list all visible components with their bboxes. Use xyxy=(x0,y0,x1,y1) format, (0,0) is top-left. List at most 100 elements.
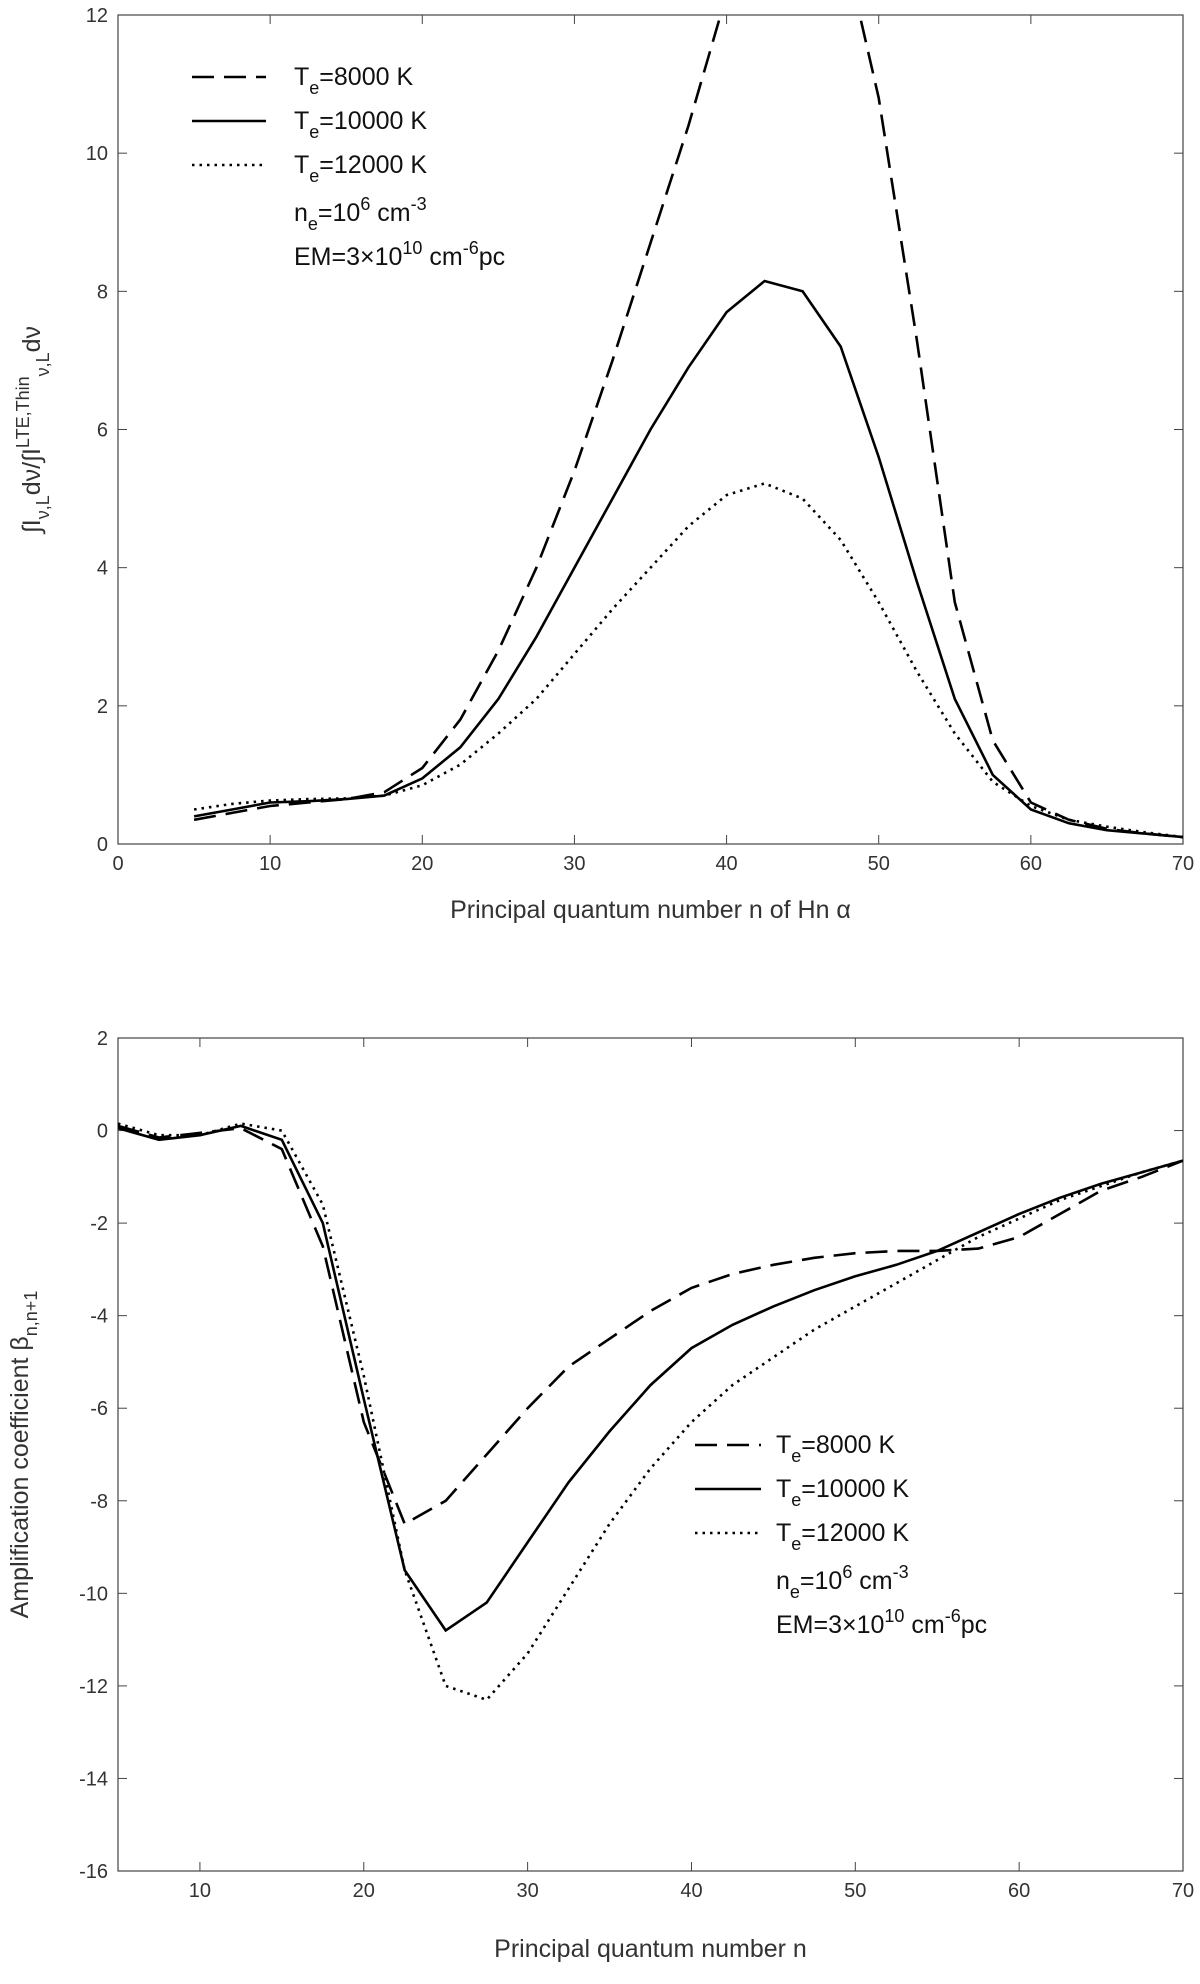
annotation-part: 10 xyxy=(884,1606,904,1626)
x-axis-label: Principal quantum number n of Hn α xyxy=(450,896,851,924)
x-tick-label: 10 xyxy=(259,853,281,875)
x-tick-label: 70 xyxy=(1172,853,1194,875)
y-tick-label: 8 xyxy=(97,281,108,303)
y-axis-label-part: dν xyxy=(18,326,46,352)
y-tick-label: -2 xyxy=(90,1213,108,1235)
x-tick-label: 0 xyxy=(112,853,123,875)
annotation-part: n xyxy=(776,1567,790,1595)
series-line xyxy=(193,482,1183,839)
y-tick-label: 10 xyxy=(86,143,108,165)
annotation-part: -3 xyxy=(893,1562,909,1582)
legend-label: Te=10000 K xyxy=(776,1475,909,1510)
legend-label-part: =8000 K xyxy=(319,63,413,91)
y-axis-label-part: dν/∫I xyxy=(18,448,46,495)
annotation-part: =10 xyxy=(318,199,360,227)
legend-label-part: e xyxy=(791,1534,801,1554)
series-line xyxy=(118,1124,1183,1633)
y-tick-label: -10 xyxy=(79,1583,108,1605)
legend-label: Te=8000 K xyxy=(294,63,413,98)
legend-label-part: T xyxy=(776,1519,791,1547)
y-axis-label-part: ν,L xyxy=(33,495,53,519)
annotation-part: -3 xyxy=(411,194,427,214)
annotation-part: cm xyxy=(370,199,410,227)
legend-label-part: T xyxy=(776,1431,791,1459)
annotation-part: =10 xyxy=(800,1567,842,1595)
x-tick-label: 60 xyxy=(1020,853,1042,875)
annotation-part: pc xyxy=(961,1611,987,1639)
y-tick-label: 12 xyxy=(86,5,108,27)
x-tick-label: 40 xyxy=(680,1880,702,1902)
annotation-part: e xyxy=(308,214,318,234)
annotation: EM=3×1010 cm-6pc xyxy=(294,238,505,271)
legend-label-part: e xyxy=(309,122,319,142)
legend-label-part: T xyxy=(294,151,309,179)
legend-label-part: e xyxy=(309,78,319,98)
y-axis-label-part: Amplification coefficient β xyxy=(6,1336,34,1618)
series-line xyxy=(118,1122,1183,1702)
annotation-part: pc xyxy=(479,243,505,271)
x-tick-label: 50 xyxy=(844,1880,866,1902)
annotation: ne=106 cm-3 xyxy=(294,194,427,234)
legend-label-part: T xyxy=(776,1475,791,1503)
y-axis-label: Amplification coefficient βn,n+1 xyxy=(6,1291,41,1619)
y-tick-label: 0 xyxy=(97,834,108,856)
annotation-part: n xyxy=(294,199,308,227)
y-axis-label-part: n,n+1 xyxy=(21,1291,41,1337)
x-tick-label: 60 xyxy=(1008,1880,1030,1902)
y-tick-label: 2 xyxy=(97,1028,108,1050)
plot-frame xyxy=(117,1037,1184,1872)
annotation-part: EM=3×10 xyxy=(776,1611,884,1639)
y-tick-label: 6 xyxy=(97,420,108,442)
series-line xyxy=(118,1124,1183,1526)
legend-label-part: T xyxy=(294,63,309,91)
annotation-part: cm xyxy=(422,243,462,271)
y-axis-label: ∫Iν,Ldν/∫ILTE,Thinν,Ldν xyxy=(13,326,53,535)
legend-label-part: =8000 K xyxy=(801,1431,895,1459)
annotation-part: EM=3×10 xyxy=(294,243,402,271)
x-tick-label: 70 xyxy=(1172,1880,1194,1902)
x-tick-label: 20 xyxy=(353,1880,375,1902)
x-tick-label: 30 xyxy=(563,853,585,875)
legend-label-part: e xyxy=(309,166,319,186)
y-tick-label: -12 xyxy=(79,1676,108,1698)
x-tick-label: 10 xyxy=(189,1880,211,1902)
annotation-part: 6 xyxy=(842,1562,852,1582)
y-axis-label-part: LTE,Thin xyxy=(13,376,33,448)
legend-label: Te=10000 K xyxy=(294,107,427,142)
legend-label-part: =10000 K xyxy=(319,107,427,135)
y-tick-label: -14 xyxy=(79,1768,108,1790)
x-tick-label: 50 xyxy=(868,853,890,875)
annotation-part: -6 xyxy=(463,238,479,258)
annotation: EM=3×1010 cm-6pc xyxy=(776,1606,987,1639)
legend-label: Te=8000 K xyxy=(776,1431,895,1466)
x-tick-label: 30 xyxy=(516,1880,538,1902)
legend-label-part: =12000 K xyxy=(801,1519,909,1547)
x-axis-label-part: Principal quantum number n of Hn α xyxy=(450,896,851,924)
y-tick-label: -6 xyxy=(90,1398,108,1420)
annotation-part: -6 xyxy=(945,1606,961,1626)
y-tick-label: -4 xyxy=(90,1306,108,1328)
legend-label-part: =10000 K xyxy=(801,1475,909,1503)
x-tick-label: 20 xyxy=(411,853,433,875)
y-axis-label-part: ν,L xyxy=(33,352,53,376)
x-tick-label: 40 xyxy=(715,853,737,875)
annotation-part: 6 xyxy=(360,194,370,214)
y-tick-label: -8 xyxy=(90,1491,108,1513)
y-tick-label: 2 xyxy=(97,696,108,718)
annotation-part: e xyxy=(790,1582,800,1602)
legend-label-part: e xyxy=(791,1490,801,1510)
annotation-part: cm xyxy=(852,1567,892,1595)
x-axis-label: Principal quantum number n xyxy=(494,1935,807,1963)
legend-label-part: e xyxy=(791,1446,801,1466)
legend-label: Te=12000 K xyxy=(294,151,427,186)
x-axis-label-part: Principal quantum number n xyxy=(494,1935,807,1963)
legend-label-part: T xyxy=(294,107,309,135)
y-axis-label-part: ∫I xyxy=(18,519,46,535)
legend-label: Te=12000 K xyxy=(776,1519,909,1554)
series-line xyxy=(193,279,1183,839)
y-tick-label: 0 xyxy=(97,1121,108,1143)
annotation-part: cm xyxy=(904,1611,944,1639)
annotation-part: 10 xyxy=(402,238,422,258)
y-tick-label: 4 xyxy=(97,558,108,580)
